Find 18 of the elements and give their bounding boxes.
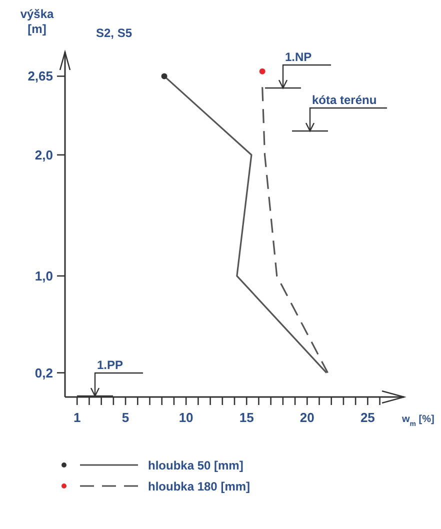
x-tick-label: 25 bbox=[360, 410, 375, 425]
x-tick-label: 5 bbox=[122, 410, 130, 425]
y-tick-label: 2,0 bbox=[34, 147, 53, 162]
x-tick-label: 15 bbox=[239, 410, 254, 425]
y-tick-label: 2,65 bbox=[28, 68, 53, 84]
chart-title: S2, S5 bbox=[96, 26, 132, 40]
x-tick-label: 20 bbox=[300, 410, 314, 425]
annotation: 1.NP bbox=[285, 50, 312, 64]
legend-label: hloubka 180 [mm] bbox=[148, 480, 250, 494]
y-axis-title: výška [m] bbox=[20, 7, 54, 36]
x-tick-label: 1 bbox=[73, 410, 81, 425]
y-tick-label: 0,2 bbox=[34, 365, 53, 380]
x-tick-label: 10 bbox=[178, 410, 194, 425]
annotation: kóta terénu bbox=[312, 93, 377, 107]
annotation: 1.PP bbox=[97, 358, 124, 372]
y-tick-label: 1,0 bbox=[34, 268, 53, 284]
x-axis-title: w$_{m}$ [%] bbox=[401, 414, 434, 428]
legend-label: hloubka 50 [mm] bbox=[148, 458, 244, 472]
